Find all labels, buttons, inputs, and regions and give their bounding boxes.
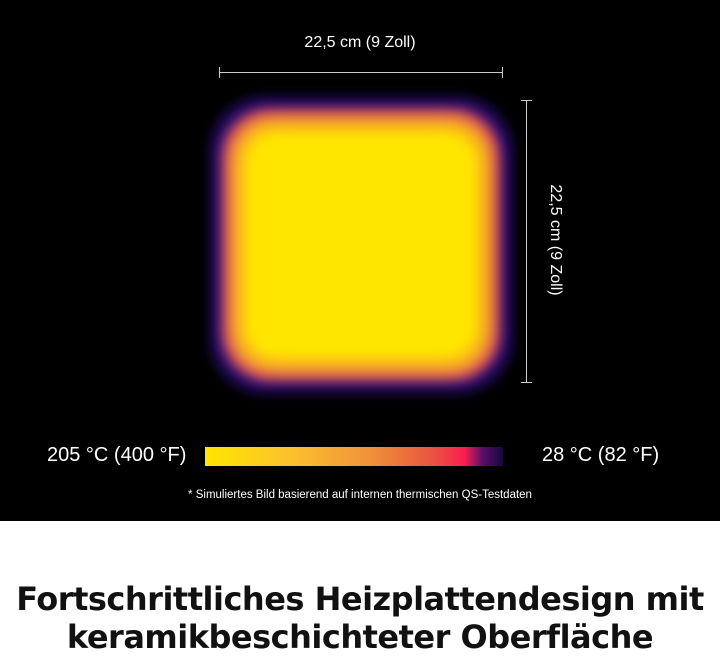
thermal-image-panel: 22,5 cm (9 Zoll) 22,5 cm (9 Zoll) 205 °C… (0, 0, 720, 521)
heat-map-plate (205, 92, 517, 398)
page-heading: Fortschrittliches Heizplattendesign mit … (0, 580, 720, 656)
hot-temperature-label: 205 °C (400 °F) (47, 444, 187, 466)
cold-temperature-label: 28 °C (82 °F) (542, 444, 660, 466)
heading-line-2: keramikbeschichteter Oberfläche (66, 618, 654, 656)
height-ruler (521, 100, 532, 383)
height-dimension-label: 22,5 cm (9 Zoll) (547, 184, 564, 296)
footnote: * Simuliertes Bild basierend auf interne… (188, 489, 532, 501)
temperature-color-scale (205, 447, 503, 466)
heading-line-1: Fortschrittliches Heizplattendesign mit (16, 580, 704, 618)
width-ruler (219, 67, 503, 78)
width-dimension-label: 22,5 cm (9 Zoll) (304, 34, 416, 51)
